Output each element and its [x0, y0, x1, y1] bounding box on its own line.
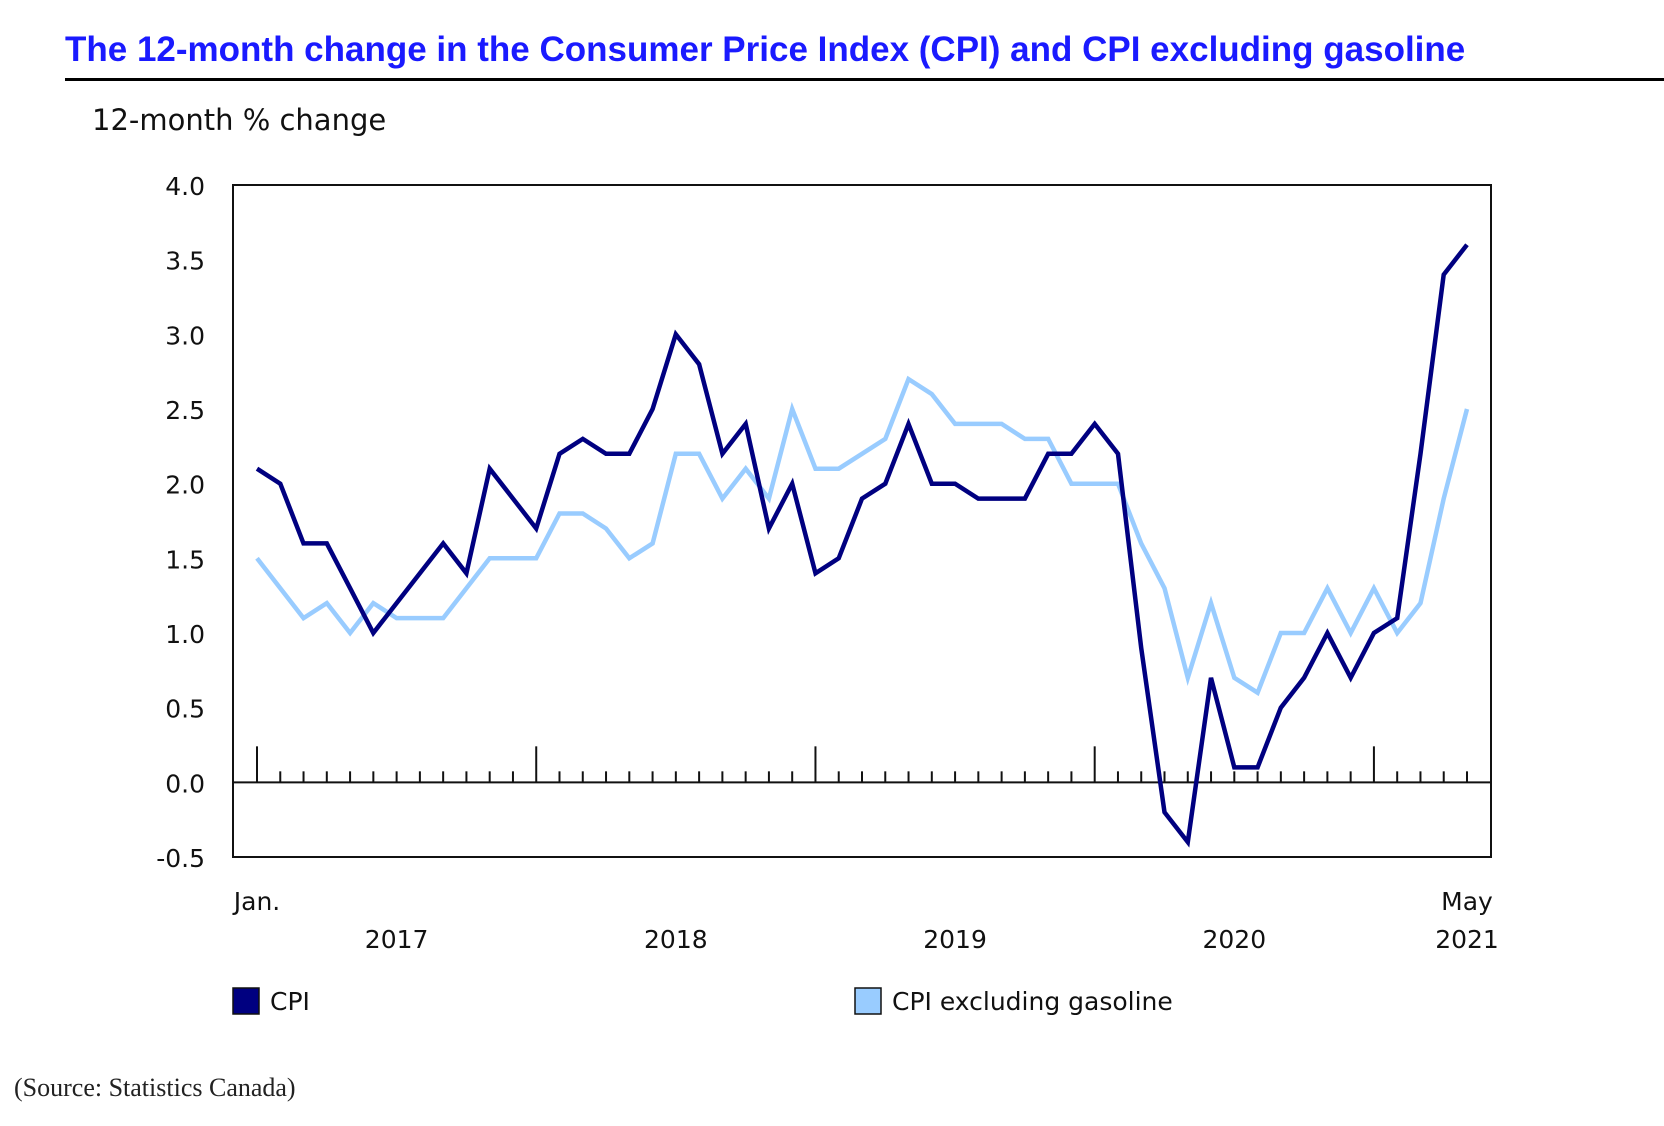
source-note: (Source: Statistics Canada) — [14, 1073, 296, 1102]
legend-label: CPI excluding gasoline — [892, 987, 1173, 1016]
y-tick-label: 4.0 — [165, 172, 205, 201]
legend-swatch — [232, 987, 260, 1015]
y-tick-label: -0.5 — [156, 844, 205, 873]
x-year-label: 2018 — [644, 925, 708, 954]
x-label-last-month: May — [1441, 887, 1493, 916]
y-tick-label: 2.0 — [165, 471, 205, 500]
y-tick-label: 0.5 — [165, 695, 205, 724]
y-tick-label: 3.0 — [165, 321, 205, 350]
legend-label: CPI — [270, 987, 310, 1016]
chart-title: The 12-month change in the Consumer Pric… — [65, 30, 1466, 69]
x-year-label: 2019 — [923, 925, 987, 954]
series-line-cpi — [255, 243, 1469, 848]
y-tick-label: 2.5 — [165, 396, 205, 425]
x-year-label: 2020 — [1202, 925, 1266, 954]
x-year-label: 2021 — [1435, 925, 1499, 954]
y-tick-label: 3.5 — [165, 247, 205, 276]
y-tick-label: 1.5 — [165, 545, 205, 574]
x-year-label: 2017 — [365, 925, 429, 954]
series-line-cpi-excluding-gasoline — [255, 375, 1470, 697]
legend-swatch — [854, 987, 882, 1015]
plot-frame — [232, 184, 1492, 858]
y-tick-label: 1.0 — [165, 620, 205, 649]
y-tick-label: 0.0 — [165, 769, 205, 798]
y-axis-label: 12-month % change — [92, 103, 387, 137]
x-label-first-month: Jan. — [232, 887, 280, 916]
title-underline — [65, 78, 1664, 81]
